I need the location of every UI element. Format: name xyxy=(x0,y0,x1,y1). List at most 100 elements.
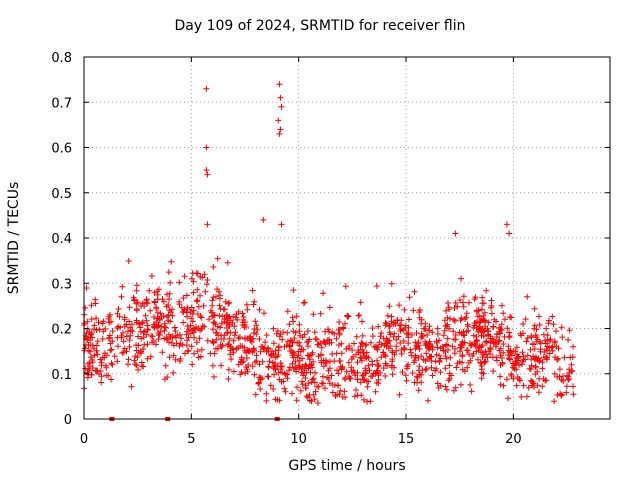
data-point xyxy=(88,330,95,336)
data-point xyxy=(427,343,434,349)
data-point xyxy=(411,379,418,386)
data-point xyxy=(153,341,159,348)
data-point xyxy=(327,358,333,365)
data-point xyxy=(412,339,419,346)
data-point xyxy=(218,332,225,339)
data-point xyxy=(282,388,289,395)
data-point xyxy=(309,376,316,383)
data-point xyxy=(484,354,491,361)
data-point xyxy=(546,317,552,324)
data-point xyxy=(449,343,456,350)
data-point xyxy=(360,349,367,356)
data-point xyxy=(362,365,369,372)
data-point xyxy=(263,332,270,339)
data-point xyxy=(184,328,191,335)
data-point xyxy=(384,312,391,319)
data-point xyxy=(85,342,92,348)
data-point xyxy=(559,334,566,341)
data-point xyxy=(297,387,304,394)
data-point xyxy=(551,398,558,405)
data-point xyxy=(188,304,195,311)
data-point xyxy=(355,349,362,356)
data-point xyxy=(540,376,547,382)
data-point xyxy=(336,319,343,325)
data-point xyxy=(508,352,515,359)
data-point xyxy=(351,393,358,400)
data-point xyxy=(157,328,164,335)
data-point xyxy=(362,370,369,377)
data-point xyxy=(397,340,404,346)
data-point xyxy=(209,362,216,369)
data-point xyxy=(451,305,458,311)
data-point xyxy=(117,324,124,331)
data-point xyxy=(148,273,155,279)
data-point xyxy=(263,397,270,404)
data-point xyxy=(251,330,257,336)
data-point xyxy=(289,352,296,359)
data-point xyxy=(565,336,572,343)
data-point xyxy=(194,348,201,355)
data-point xyxy=(194,270,201,277)
data-point xyxy=(224,259,231,266)
data-point xyxy=(194,311,201,317)
data-point xyxy=(164,313,171,320)
data-point xyxy=(272,354,279,361)
data-point xyxy=(265,364,272,371)
data-point xyxy=(239,359,246,366)
y-tick-label: 0.4 xyxy=(51,232,72,247)
data-point xyxy=(302,361,309,368)
data-point xyxy=(478,316,485,323)
data-point xyxy=(500,341,507,347)
data-point xyxy=(166,296,172,303)
data-point xyxy=(144,341,151,348)
data-point xyxy=(410,307,417,314)
data-point xyxy=(514,351,520,358)
data-point xyxy=(136,321,143,327)
data-point xyxy=(478,332,485,339)
data-point xyxy=(530,341,536,348)
data-point xyxy=(171,324,178,331)
data-point xyxy=(93,327,100,333)
data-point xyxy=(457,317,464,324)
data-point xyxy=(450,316,457,323)
data-point xyxy=(265,373,272,380)
data-point xyxy=(209,309,215,316)
data-point xyxy=(304,328,311,335)
data-point xyxy=(91,326,97,333)
data-point xyxy=(560,378,567,384)
data-point xyxy=(198,346,205,353)
data-point xyxy=(531,305,538,312)
data-point xyxy=(147,353,154,360)
data-point xyxy=(485,319,492,326)
data-point xyxy=(92,367,99,374)
data-point xyxy=(446,370,453,377)
data-point xyxy=(450,328,457,335)
data-point xyxy=(271,360,278,367)
data-point xyxy=(369,333,376,340)
data-point xyxy=(151,314,157,320)
data-point xyxy=(131,357,138,364)
data-point xyxy=(259,358,266,365)
data-point xyxy=(178,304,185,311)
data-point xyxy=(345,359,352,366)
data-point xyxy=(354,392,361,399)
data-point xyxy=(296,321,303,328)
data-point xyxy=(405,361,412,368)
data-point xyxy=(478,369,485,376)
data-point xyxy=(216,288,222,295)
data-point xyxy=(281,385,288,392)
data-point xyxy=(359,346,366,353)
data-point xyxy=(506,230,513,237)
data-point xyxy=(446,375,453,382)
data-point xyxy=(390,333,397,340)
data-point xyxy=(98,379,105,386)
data-point xyxy=(143,299,150,306)
data-point xyxy=(233,345,240,352)
data-point xyxy=(367,339,374,346)
data-point xyxy=(500,349,507,356)
data-point xyxy=(373,369,380,376)
data-point xyxy=(452,336,459,343)
data-point xyxy=(301,299,308,306)
data-point xyxy=(257,348,264,355)
data-point xyxy=(414,375,421,381)
